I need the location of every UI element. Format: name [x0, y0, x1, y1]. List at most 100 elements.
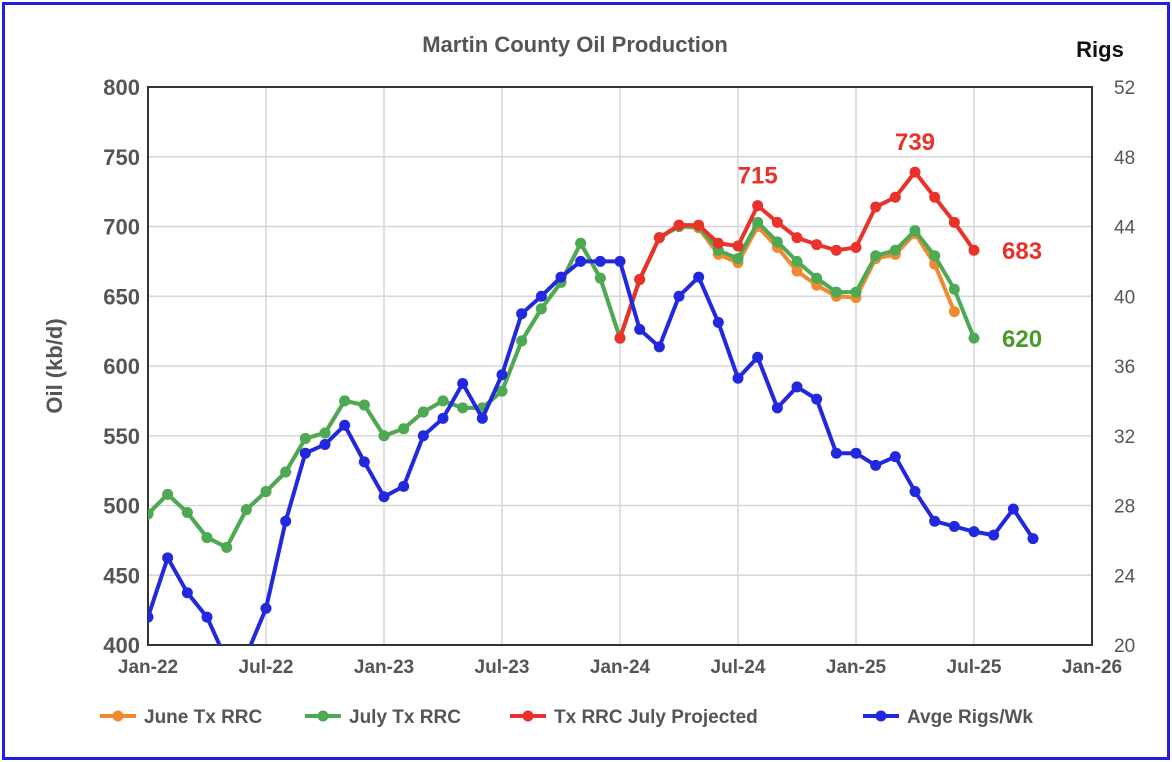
data-point [673, 290, 685, 302]
data-point [535, 290, 547, 302]
data-point [535, 303, 547, 315]
series-june-tx-rrc [148, 221, 960, 553]
data-point [850, 241, 862, 253]
data-point [830, 447, 842, 459]
data-point [575, 255, 587, 267]
data-point [398, 423, 410, 435]
data-point [614, 332, 626, 344]
y2-tick-label: 40 [1114, 287, 1135, 308]
data-point [358, 399, 370, 411]
data-point [398, 480, 410, 492]
series-line [148, 224, 957, 550]
data-label: 739 [895, 129, 935, 156]
data-point [181, 587, 193, 599]
y2-tick-label: 44 [1114, 218, 1136, 239]
data-point [693, 219, 705, 231]
data-point [339, 419, 351, 431]
data-point [634, 274, 646, 286]
data-point [280, 515, 292, 527]
data-point [811, 239, 823, 251]
y2-tick-label: 48 [1114, 148, 1135, 169]
data-point [417, 406, 429, 418]
data-point [909, 225, 921, 237]
data-point [968, 244, 980, 256]
data-point [634, 323, 646, 335]
y-tick-label: 450 [103, 563, 140, 588]
data-point [496, 385, 508, 397]
axes: 400 450 500 550 600 650 700 750 800 20 24 28 32 36 40 4… [103, 75, 1135, 678]
data-point [968, 526, 980, 538]
data-point [752, 200, 764, 212]
x-tick-label: Jul-25 [947, 657, 1002, 678]
data-point [594, 255, 606, 267]
y2-tick-label: 52 [1114, 78, 1135, 99]
data-point [870, 459, 882, 471]
data-point [653, 232, 665, 244]
data-point [457, 377, 469, 389]
legend-label: July Tx RRC [349, 707, 461, 728]
data-point [732, 372, 744, 384]
y2-tick-label: 32 [1114, 427, 1135, 448]
legend-marker [522, 710, 534, 722]
data-point [909, 486, 921, 498]
data-point [988, 529, 1000, 541]
data-point [575, 237, 587, 249]
y2-tick-label: 20 [1114, 636, 1135, 657]
x-tick-label: Jan-22 [118, 657, 178, 678]
data-point [378, 491, 390, 503]
data-point [850, 286, 862, 298]
y-tick-label: 700 [103, 215, 140, 240]
data-point [240, 504, 252, 516]
data-point [162, 488, 174, 500]
data-point [948, 520, 960, 532]
data-point [870, 250, 882, 262]
legend-marker [317, 710, 329, 722]
data-point [771, 216, 783, 228]
data-point [339, 395, 351, 407]
data-label: 620 [1002, 326, 1042, 353]
data-point [712, 237, 724, 249]
data-point [260, 486, 272, 498]
y-tick-label: 600 [103, 354, 140, 379]
data-point [614, 255, 626, 267]
data-point [811, 393, 823, 405]
data-point [299, 433, 311, 445]
data-point [850, 447, 862, 459]
legend: June Tx RRC July Tx RRC Tx RRC July Projec… [100, 707, 1033, 728]
data-point [929, 191, 941, 203]
legend-marker [875, 710, 887, 722]
data-point [771, 402, 783, 414]
data-point [889, 244, 901, 256]
y2-tick-label: 24 [1114, 566, 1136, 587]
data-point [148, 611, 154, 623]
right-axis-title: Rigs [1076, 37, 1124, 62]
legend-item: July Tx RRC [305, 707, 461, 728]
legend-item: Tx RRC July Projected [510, 707, 758, 728]
x-tick-label: Jan-24 [590, 657, 651, 678]
series-line [148, 220, 976, 550]
data-point [948, 283, 960, 295]
legend-label: Avge Rigs/Wk [907, 707, 1033, 728]
data-point [732, 240, 744, 252]
data-point [437, 395, 449, 407]
x-tick-label: Jan-26 [1062, 657, 1122, 678]
data-point [1027, 533, 1039, 545]
data-point [148, 508, 154, 520]
data-point [162, 552, 174, 564]
data-point [457, 402, 469, 414]
data-point [909, 166, 921, 178]
data-point [299, 447, 311, 459]
data-point [791, 265, 803, 277]
data-point [771, 236, 783, 248]
data-point [929, 250, 941, 262]
x-tick-label: Jan-23 [354, 657, 414, 678]
data-point [319, 427, 331, 439]
x-tick-label: Jul-22 [239, 657, 294, 678]
annotations: 715 739 683 620 [738, 129, 1042, 353]
series-line [148, 259, 1035, 645]
plot-area-border [147, 86, 1093, 646]
chart-title: Martin County Oil Production [422, 32, 728, 57]
data-point [752, 216, 764, 228]
legend-label: June Tx RRC [144, 707, 263, 728]
